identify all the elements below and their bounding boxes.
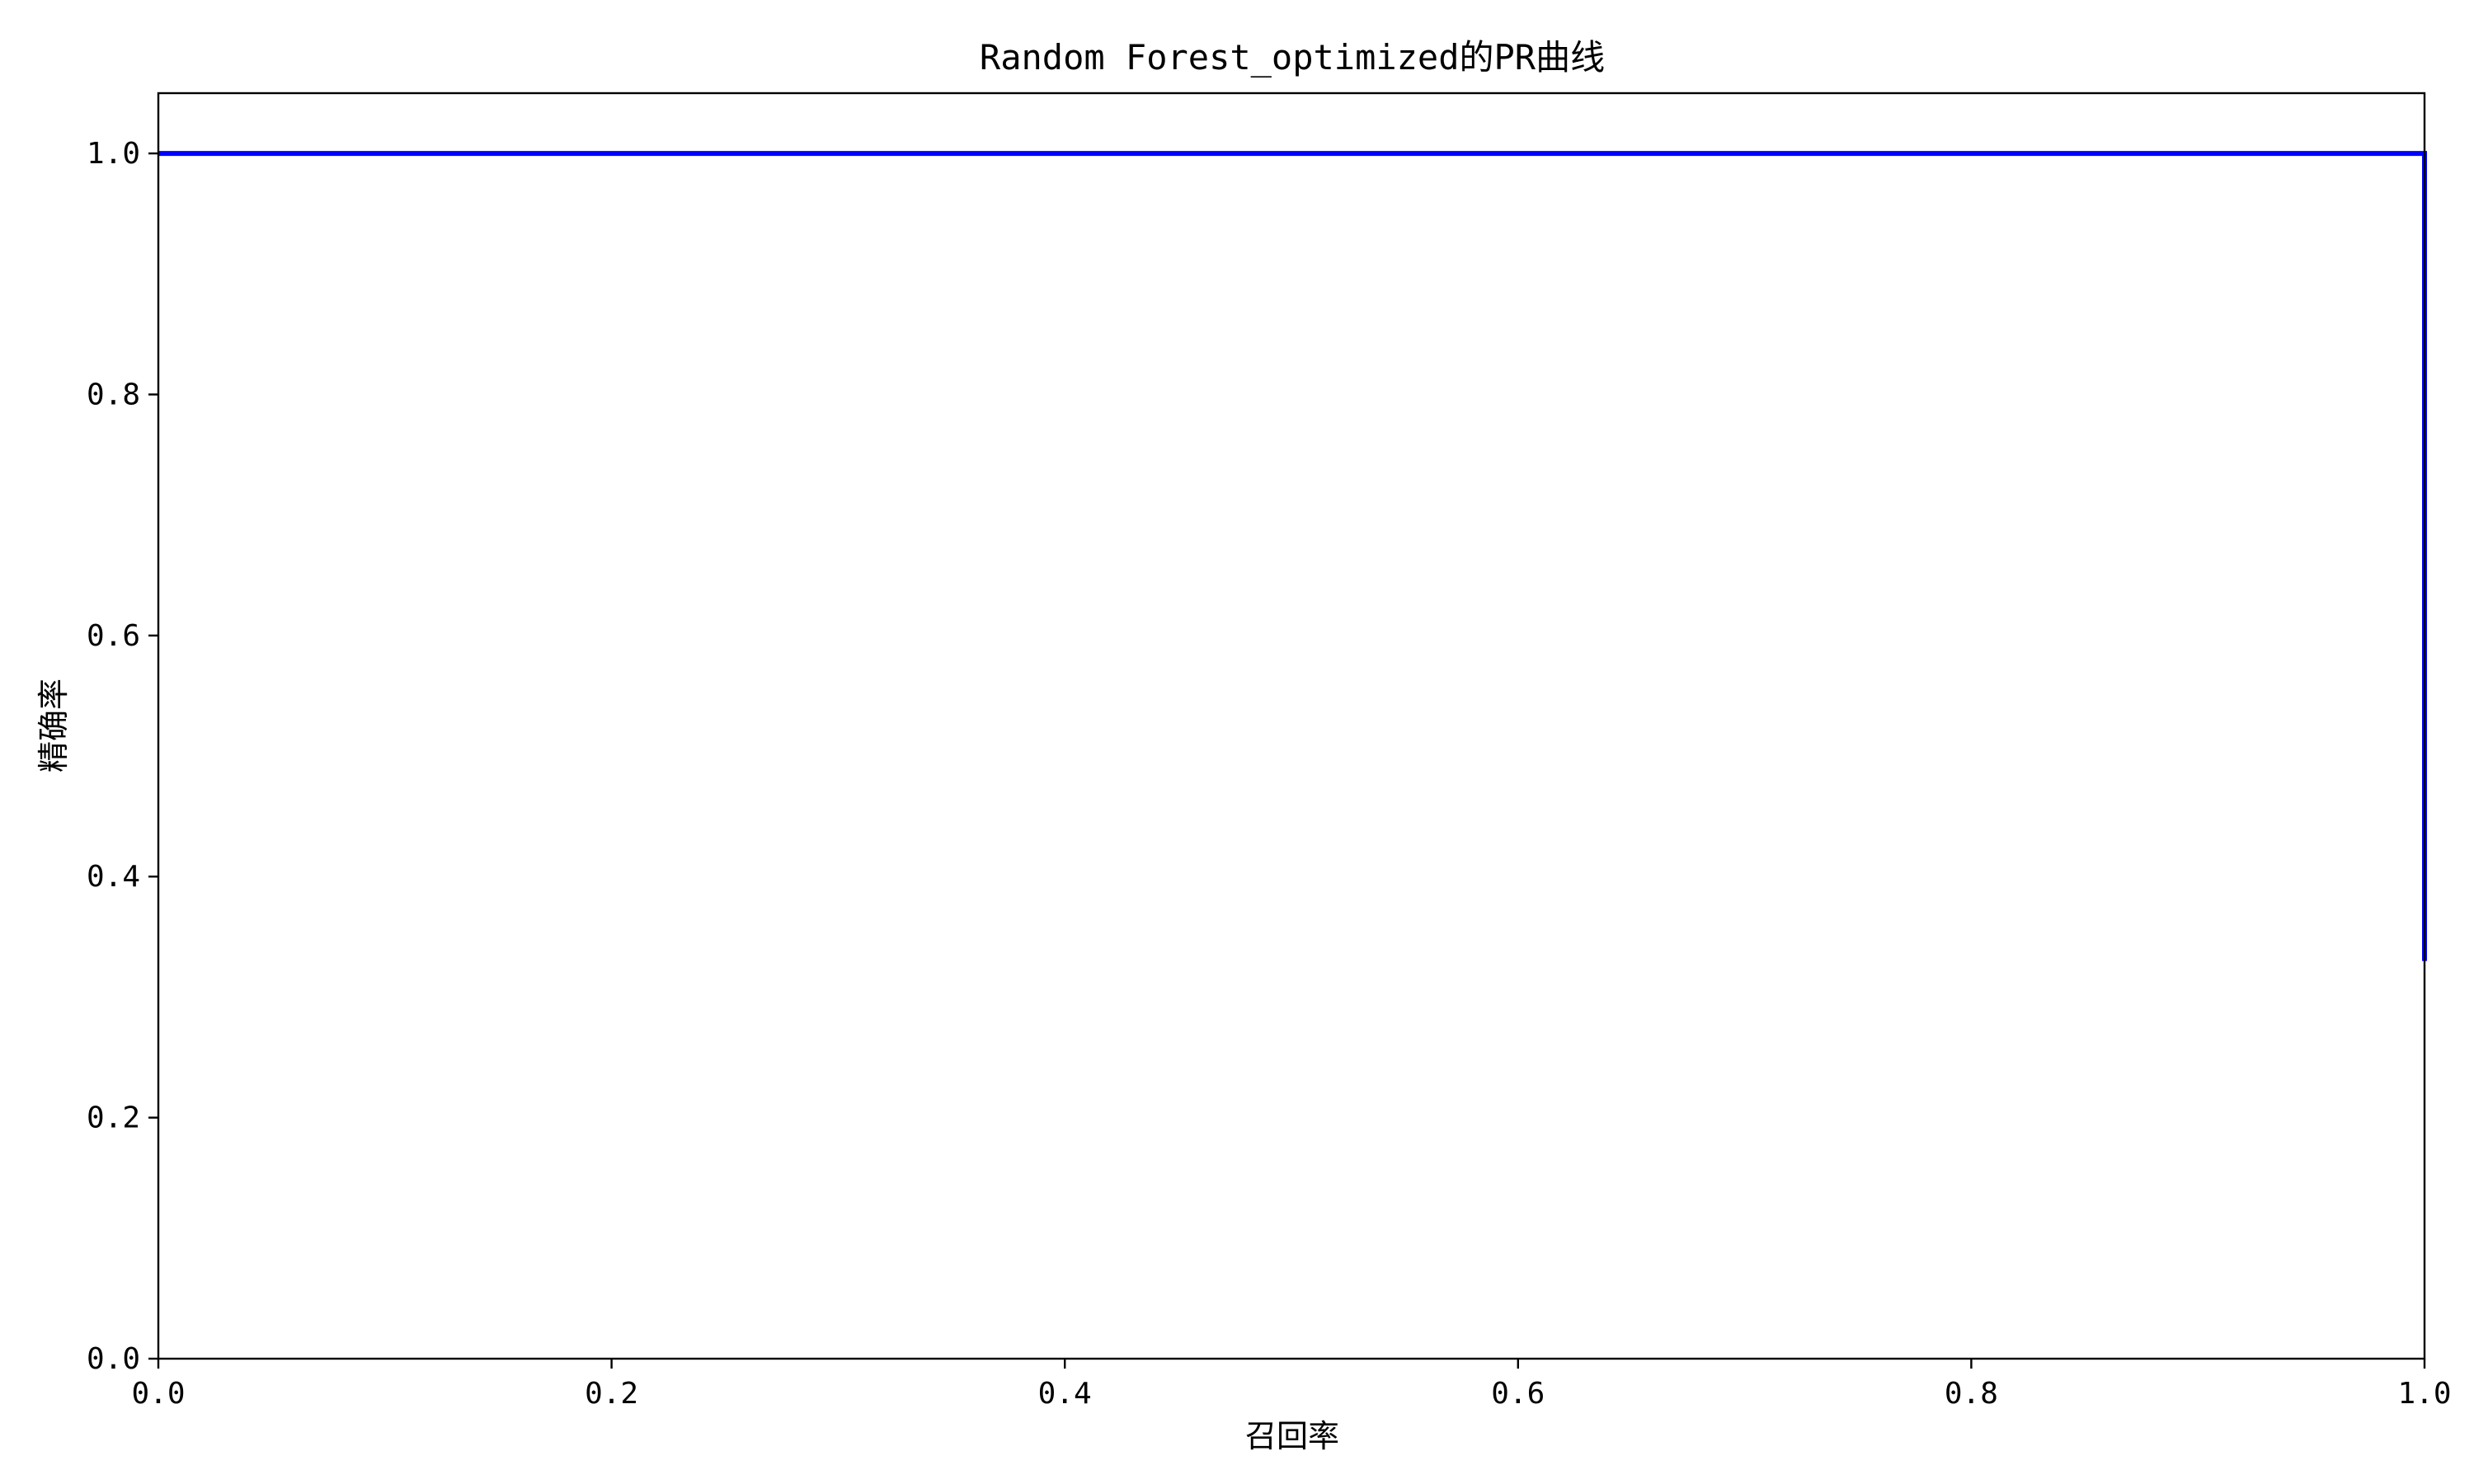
x-tick-label: 0.4 xyxy=(1038,1377,1092,1411)
x-tick-label: 1.0 xyxy=(2397,1377,2451,1411)
x-tick-label: 0.2 xyxy=(585,1377,638,1411)
y-tick-label: 0.0 xyxy=(87,1342,140,1376)
x-tick-label: 0.0 xyxy=(131,1377,185,1411)
x-tick-label: 0.8 xyxy=(1945,1377,1998,1411)
y-axis-label: 精确率 xyxy=(35,679,72,773)
y-tick-label: 0.2 xyxy=(87,1101,140,1135)
x-tick-label: 0.6 xyxy=(1491,1377,1545,1411)
x-axis-label: 召回率 xyxy=(1245,1418,1339,1454)
chart-title: Random Forest_optimized的PR曲线 xyxy=(980,37,1605,77)
y-tick-label: 0.6 xyxy=(87,619,140,653)
plot-frame xyxy=(157,92,2426,1360)
axis-ticks: 0.0 0.2 0.4 0.6 0.8 1.0 0.0 0.2 0.4 0.6 0.8 1.0 xyxy=(87,137,2452,1411)
y-tick-label: 1.0 xyxy=(87,137,140,171)
y-tick-label: 0.8 xyxy=(87,378,140,411)
y-tick-label: 0.4 xyxy=(87,860,140,894)
